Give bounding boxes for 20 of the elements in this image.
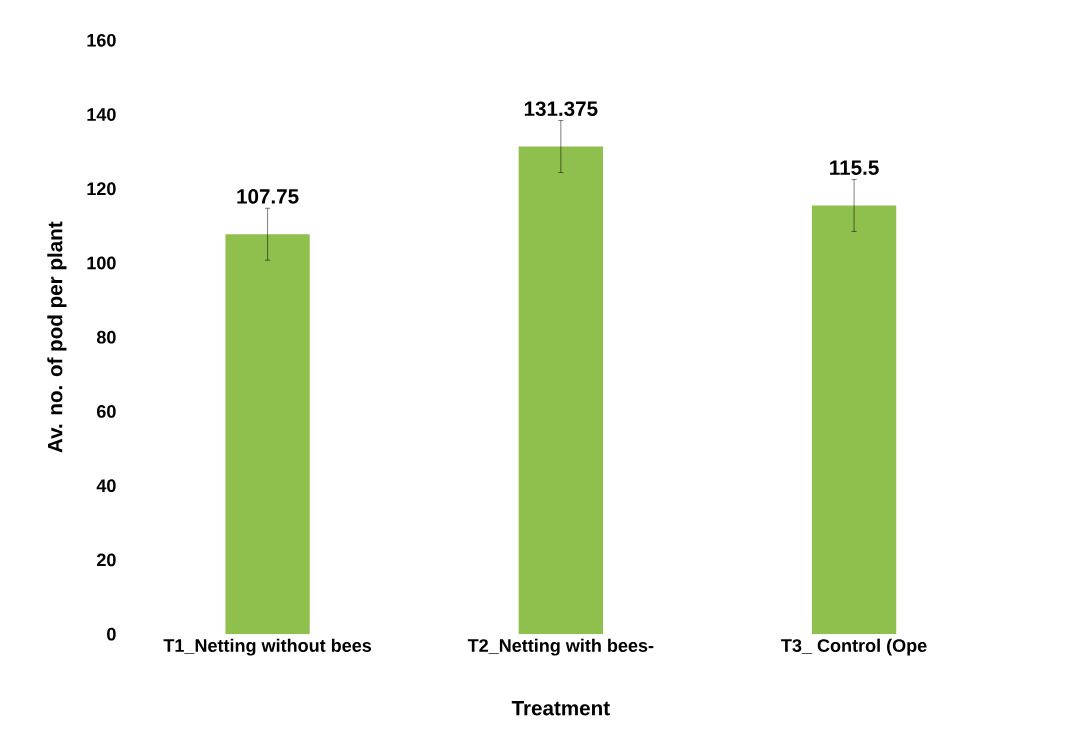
data-label: 107.75 — [237, 189, 299, 204]
x-axis-title: Treatment — [511, 701, 610, 716]
bar — [225, 234, 310, 635]
bar — [518, 146, 603, 635]
y-tick-label: 60 — [97, 405, 116, 418]
bar — [811, 205, 897, 635]
y-tick-label: 80 — [96, 330, 116, 344]
y-axis-title: Av. no. of pod per plant — [47, 221, 67, 453]
x-tick-label: T3_ Control (Ope — [781, 638, 927, 656]
data-label: 131.375 — [524, 101, 598, 117]
x-tick-label: T1_Netting without bees — [163, 638, 372, 656]
y-tick-label: 20 — [96, 553, 116, 567]
x-tick-label: T2_Netting with bees- — [467, 638, 654, 656]
y-tick-label: 100 — [87, 256, 116, 270]
y-tick-label: 120 — [87, 182, 116, 196]
y-tick-label: 0 — [107, 627, 116, 641]
y-tick-label: 40 — [96, 479, 116, 493]
data-label: 115.5 — [830, 160, 879, 176]
y-tick-label: 140 — [87, 108, 116, 122]
y-tick-label: 160 — [87, 34, 116, 47]
